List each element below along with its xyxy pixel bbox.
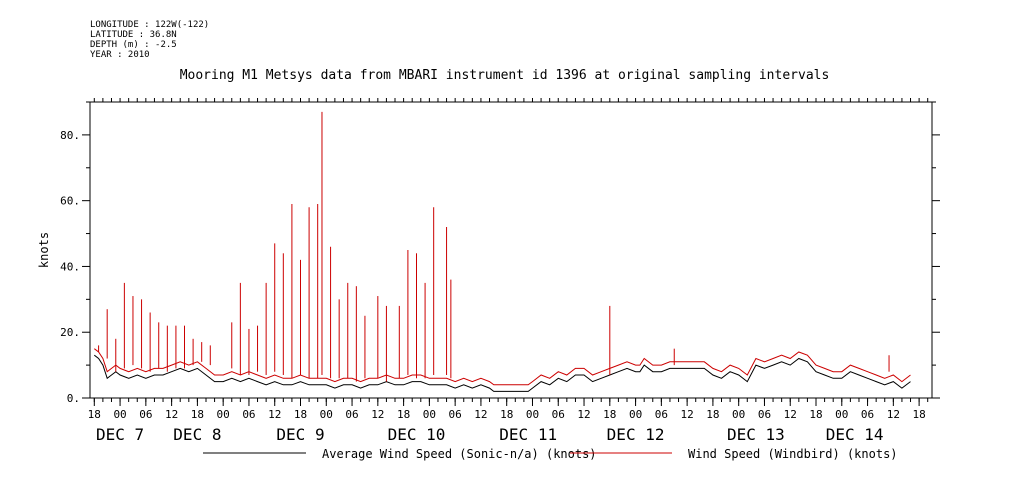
x-tick-label: 18 — [706, 408, 719, 421]
x-tick-label: 06 — [449, 408, 462, 421]
y-tick-label: 20. — [60, 326, 80, 339]
x-tick-label: 12 — [371, 408, 384, 421]
x-tick-label: 18 — [397, 408, 410, 421]
x-tick-label: 00 — [835, 408, 848, 421]
x-tick-label: 18 — [294, 408, 307, 421]
x-tick-label: 06 — [655, 408, 668, 421]
x-tick-label: 06 — [345, 408, 358, 421]
latitude-label: LATITUDE : 36.8N — [90, 30, 177, 40]
x-tick-label: 06 — [139, 408, 152, 421]
x-tick-label: 12 — [784, 408, 797, 421]
x-tick-label: 00 — [732, 408, 745, 421]
series-line-windbird — [93, 348, 911, 386]
x-tick-label: 00 — [113, 408, 126, 421]
x-tick-label: 00 — [629, 408, 642, 421]
y-tick-label: 0. — [67, 392, 80, 405]
x-tick-label: 06 — [242, 408, 255, 421]
x-tick-label: 00 — [423, 408, 436, 421]
year-label: YEAR : 2010 — [90, 50, 150, 60]
x-tick-label: 12 — [681, 408, 694, 421]
x-tick-label: 06 — [552, 408, 565, 421]
x-tick-label: 18 — [500, 408, 513, 421]
plot-frame — [89, 101, 933, 399]
legend-label-average-wind: Average Wind Speed (Sonic-n/a) (knots) — [322, 447, 597, 461]
x-date-label: DEC 7 — [96, 425, 144, 444]
y-axis-label: knots — [37, 232, 51, 268]
x-date-label: DEC 13 — [727, 425, 785, 444]
y-tick-label: 80. — [60, 129, 80, 142]
x-tick-label: 00 — [217, 408, 230, 421]
x-tick-label: 12 — [887, 408, 900, 421]
x-date-label: DEC 11 — [499, 425, 557, 444]
x-tick-label: 06 — [758, 408, 771, 421]
x-tick-label: 18 — [603, 408, 616, 421]
x-tick-label: 18 — [912, 408, 925, 421]
x-tick-label: 12 — [577, 408, 590, 421]
longitude-label: LONGITUDE : 122W(-122) — [90, 20, 210, 30]
x-tick-label: 18 — [809, 408, 822, 421]
series-line-average-wind — [93, 354, 911, 392]
x-tick-label: 12 — [268, 408, 281, 421]
x-date-label: DEC 12 — [607, 425, 665, 444]
x-tick-label: 18 — [88, 408, 101, 421]
x-date-label: DEC 14 — [826, 425, 884, 444]
x-tick-label: 00 — [526, 408, 539, 421]
y-tick-label: 60. — [60, 195, 80, 208]
x-date-label: DEC 8 — [173, 425, 221, 444]
x-tick-label: 00 — [320, 408, 333, 421]
x-tick-label: 06 — [861, 408, 874, 421]
chart-title: Mooring M1 Metsys data from MBARI instru… — [179, 68, 830, 83]
legend-label-windbird: Wind Speed (Windbird) (knots) — [688, 447, 898, 461]
x-date-label: DEC 10 — [388, 425, 446, 444]
depth-label: DEPTH (m) : -2.5 — [90, 40, 177, 50]
metadata-block: LONGITUDE : 122W(-122) LATITUDE : 36.8N DE… — [90, 20, 209, 60]
x-date-label: DEC 9 — [276, 425, 324, 444]
x-tick-label: 18 — [191, 408, 204, 421]
x-tick-label: 12 — [474, 408, 487, 421]
x-tick-label: 12 — [165, 408, 178, 421]
y-tick-label: 40. — [60, 260, 80, 273]
